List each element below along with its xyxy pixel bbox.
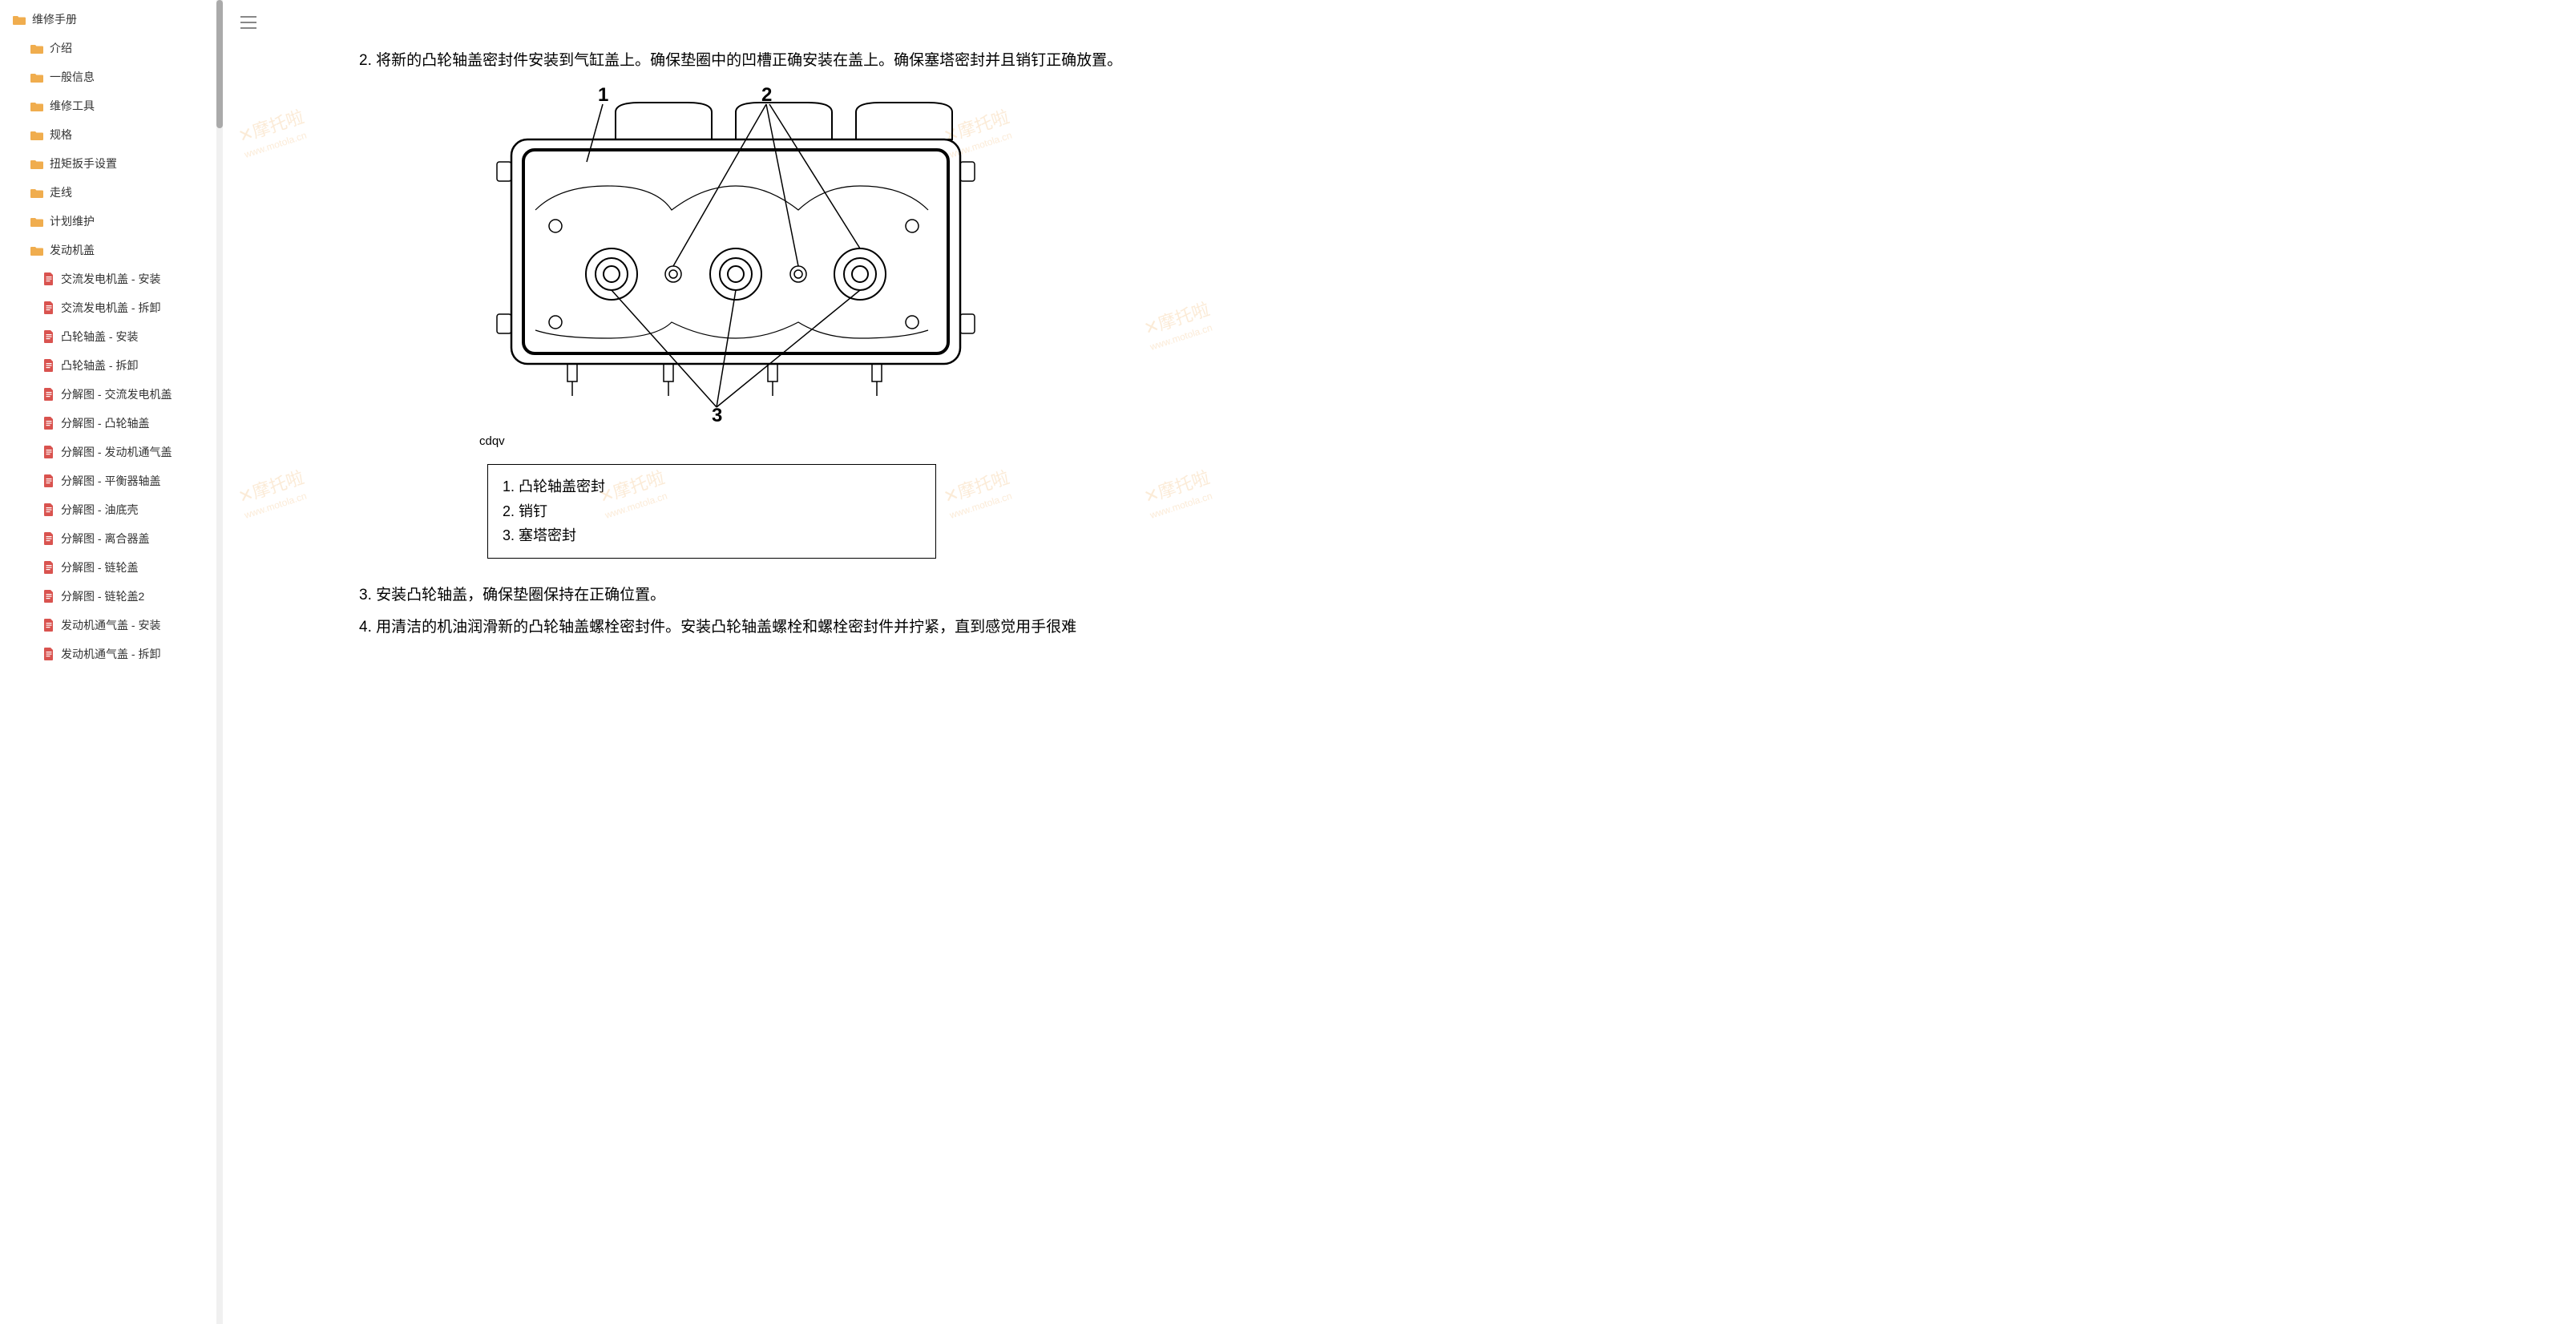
tree-item-label: 分解图 - 交流发电机盖 (61, 386, 172, 402)
tree-item-label: 分解图 - 链轮盖2 (61, 588, 144, 604)
legend-box: 1. 凸轮轴盖密封 2. 销钉 3. 塞塔密封 (487, 464, 936, 559)
tree-item-9[interactable]: 交流发电机盖 - 拆卸 (0, 293, 216, 322)
scrollbar-thumb[interactable] (216, 0, 223, 128)
folder-icon (30, 188, 43, 198)
tree-item-2[interactable]: 维修工具 (0, 91, 216, 120)
tree-item-16[interactable]: 分解图 - 油底壳 (0, 495, 216, 524)
document-icon (43, 388, 55, 401)
document-icon (43, 532, 55, 545)
tree-item-label: 计划维护 (50, 213, 95, 229)
legend-item-1: 1. 凸轮轴盖密封 (503, 474, 921, 499)
tree-item-label: 分解图 - 离合器盖 (61, 531, 149, 547)
watermark: ✕摩托啦www.motola.cn (1141, 295, 1217, 353)
tree-item-label: 一般信息 (50, 69, 95, 85)
legend-item-3: 3. 塞塔密封 (503, 523, 921, 548)
content-body: ✕摩托啦www.motola.cn ✕摩托啦www.motola.cn ✕摩托啦… (223, 0, 2576, 680)
tree-item-18[interactable]: 分解图 - 链轮盖 (0, 553, 216, 582)
document-icon (43, 503, 55, 516)
folder-icon (30, 159, 43, 169)
tree-item-label: 维修工具 (50, 98, 95, 114)
watermark: ✕摩托啦www.motola.cn (1141, 463, 1217, 521)
step-2: 2. 将新的凸轮轴盖密封件安装到气缸盖上。确保垫圈中的凹槽正确安装在盖上。确保塞… (359, 48, 2544, 74)
folder-icon (30, 245, 43, 256)
tree-item-11[interactable]: 凸轮轴盖 - 拆卸 (0, 351, 216, 380)
document-icon (43, 330, 55, 343)
tree-item-label: 分解图 - 发动机通气盖 (61, 444, 172, 460)
tree-item-label: 分解图 - 凸轮轴盖 (61, 415, 149, 431)
step-3: 3. 安装凸轮轴盖，确保垫圈保持在正确位置。 (359, 583, 2544, 608)
tree-item-6[interactable]: 计划维护 (0, 207, 216, 236)
engine-diagram: 1 2 3 (479, 82, 976, 426)
document-icon (43, 272, 55, 285)
tree-item-label: 介绍 (50, 40, 72, 56)
tree-item-label: 分解图 - 平衡器轴盖 (61, 473, 160, 489)
document-icon (43, 648, 55, 660)
document-icon (43, 590, 55, 603)
legend-item-2: 2. 销钉 (503, 499, 921, 524)
diagram-code: cdqv (479, 434, 2544, 448)
tree-item-13[interactable]: 分解图 - 凸轮轴盖 (0, 409, 216, 438)
tree-item-5[interactable]: 走线 (0, 178, 216, 207)
tree-item-19[interactable]: 分解图 - 链轮盖2 (0, 582, 216, 611)
folder-icon (30, 216, 43, 227)
watermark: ✕摩托啦www.motola.cn (235, 463, 311, 521)
content-area: ✕摩托啦www.motola.cn ✕摩托啦www.motola.cn ✕摩托啦… (223, 0, 2576, 1324)
tree-item-label: 分解图 - 链轮盖 (61, 559, 138, 575)
tree-item-label: 发动机盖 (50, 242, 95, 258)
document-icon (43, 474, 55, 487)
tree-item-label: 发动机通气盖 - 安装 (61, 617, 160, 633)
callout-3: 3 (712, 405, 722, 426)
tree-item-0[interactable]: 介绍 (0, 34, 216, 63)
main-area: ✕摩托啦www.motola.cn ✕摩托啦www.motola.cn ✕摩托啦… (216, 0, 2576, 1324)
step-4: 4. 用清洁的机油润滑新的凸轮轴盖螺栓密封件。安装凸轮轴盖螺栓和螺栓密封件并拧紧… (359, 615, 2544, 640)
tree-item-label: 交流发电机盖 - 安装 (61, 271, 160, 287)
tree-item-label: 交流发电机盖 - 拆卸 (61, 300, 160, 316)
folder-icon (30, 101, 43, 111)
watermark: ✕摩托啦www.motola.cn (940, 463, 1016, 521)
folder-icon (30, 130, 43, 140)
tree-item-12[interactable]: 分解图 - 交流发电机盖 (0, 380, 216, 409)
tree-item-label: 分解图 - 油底壳 (61, 502, 138, 518)
tree-item-21[interactable]: 发动机通气盖 - 拆卸 (0, 640, 216, 668)
callout-1: 1 (598, 84, 608, 106)
folder-icon (13, 14, 26, 25)
scrollbar-track[interactable] (216, 0, 223, 1324)
tree-item-15[interactable]: 分解图 - 平衡器轴盖 (0, 466, 216, 495)
folder-icon (30, 72, 43, 83)
document-icon (43, 561, 55, 574)
tree-root[interactable]: 维修手册 (0, 5, 216, 34)
tree-item-4[interactable]: 扭矩扳手设置 (0, 149, 216, 178)
tree-item-label: 发动机通气盖 - 拆卸 (61, 646, 160, 662)
document-icon (43, 446, 55, 458)
document-icon (43, 301, 55, 314)
tree-item-label: 维修手册 (32, 11, 77, 27)
tree-item-17[interactable]: 分解图 - 离合器盖 (0, 524, 216, 553)
tree-item-1[interactable]: 一般信息 (0, 63, 216, 91)
tree-item-label: 凸轮轴盖 - 拆卸 (61, 357, 138, 373)
tree-item-8[interactable]: 交流发电机盖 - 安装 (0, 264, 216, 293)
folder-icon (30, 43, 43, 54)
tree-item-10[interactable]: 凸轮轴盖 - 安装 (0, 322, 216, 351)
document-icon (43, 619, 55, 632)
tree-item-3[interactable]: 规格 (0, 120, 216, 149)
document-icon (43, 417, 55, 430)
tree-item-20[interactable]: 发动机通气盖 - 安装 (0, 611, 216, 640)
tree-item-label: 扭矩扳手设置 (50, 155, 117, 172)
document-icon (43, 359, 55, 372)
tree-item-label: 规格 (50, 127, 72, 143)
tree-item-label: 走线 (50, 184, 72, 200)
tree-item-label: 凸轮轴盖 - 安装 (61, 329, 138, 345)
watermark: ✕摩托啦www.motola.cn (235, 103, 311, 160)
tree-item-14[interactable]: 分解图 - 发动机通气盖 (0, 438, 216, 466)
tree-item-7[interactable]: 发动机盖 (0, 236, 216, 264)
sidebar: 维修手册 介绍一般信息维修工具规格扭矩扳手设置走线计划维护发动机盖交流发电机盖 … (0, 0, 216, 1324)
